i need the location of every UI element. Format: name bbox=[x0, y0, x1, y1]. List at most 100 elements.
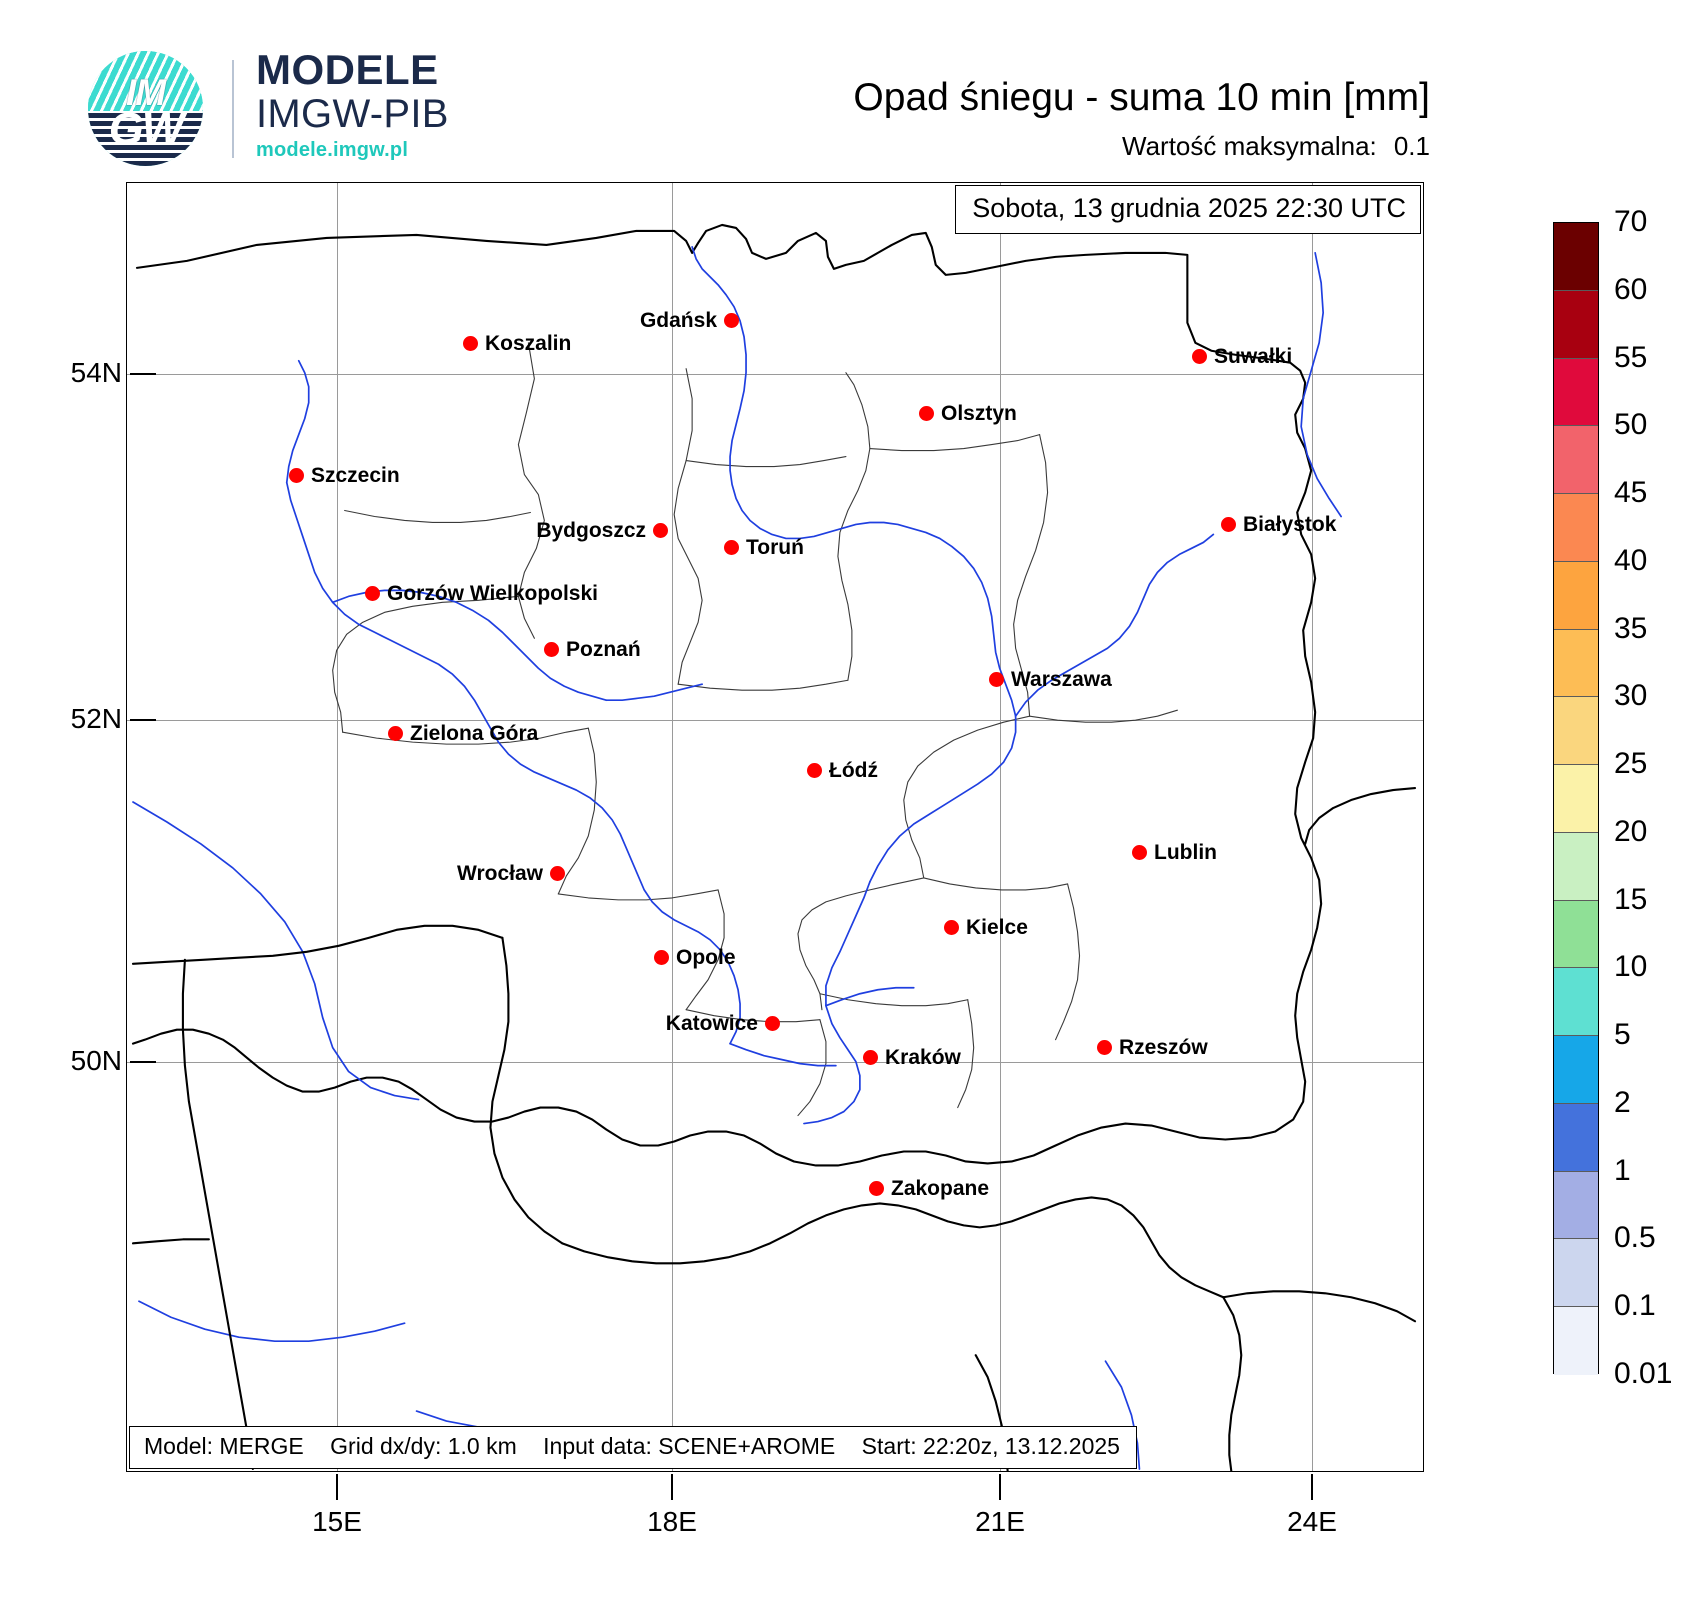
colorbar-tick-label: 45 bbox=[1614, 476, 1648, 510]
city-marker[interactable]: Katowice bbox=[380, 1013, 780, 1034]
colorbar-band bbox=[1554, 968, 1598, 1036]
wordmark-modele: MODELE bbox=[256, 46, 439, 93]
colorbar-tick-label: 60 bbox=[1614, 272, 1648, 306]
lon-label-21e: 21E bbox=[975, 1506, 1025, 1537]
city-dot-icon bbox=[388, 726, 403, 741]
city-label: Bydgoszcz bbox=[536, 519, 646, 542]
gridline-lat-52 bbox=[127, 720, 1423, 721]
start-time: Start: 22:20z, 13.12.2025 bbox=[861, 1433, 1120, 1459]
city-label: Poznań bbox=[566, 638, 641, 661]
colorbar-band bbox=[1554, 1307, 1598, 1375]
colorbar-tick-label: 10 bbox=[1614, 950, 1648, 984]
lat-tick-50n bbox=[130, 1061, 156, 1063]
wordmark-imgw-pib: IMGW-PIB bbox=[256, 91, 449, 136]
city-marker[interactable]: Łódź bbox=[807, 760, 878, 781]
city-label: Suwałki bbox=[1214, 345, 1293, 368]
lat-tick-54n bbox=[130, 373, 156, 375]
city-dot-icon bbox=[544, 642, 559, 657]
city-marker[interactable]: Toruń bbox=[724, 537, 804, 558]
gridline-lat-50 bbox=[127, 1062, 1423, 1063]
colorbar-band bbox=[1554, 494, 1598, 562]
colorbar-tick-label: 25 bbox=[1614, 747, 1648, 781]
colorbar-tick-label: 5 bbox=[1614, 1018, 1631, 1052]
city-label: Toruń bbox=[746, 536, 804, 559]
grid-resolution: Grid dx/dy: 1.0 km bbox=[330, 1433, 517, 1459]
colorbar-tick-label: 15 bbox=[1614, 882, 1648, 916]
colorbar-tick-label: 70 bbox=[1614, 205, 1648, 238]
city-label: Rzeszów bbox=[1119, 1036, 1208, 1059]
brand-wordmark: MODELE IMGW-PIB modele.imgw.pl bbox=[256, 46, 449, 162]
colorbar-tick-label: 1 bbox=[1614, 1153, 1631, 1187]
city-marker[interactable]: Zakopane bbox=[869, 1178, 989, 1199]
city-dot-icon bbox=[365, 586, 380, 601]
neighbour-borders bbox=[131, 787, 1417, 1471]
city-marker[interactable]: Zielona Góra bbox=[388, 723, 538, 744]
city-marker[interactable]: Opole bbox=[654, 947, 736, 968]
city-marker[interactable]: Wrocław bbox=[165, 863, 565, 884]
city-marker[interactable]: Białystok bbox=[1221, 514, 1336, 535]
colorbar-band bbox=[1554, 765, 1598, 833]
city-dot-icon bbox=[289, 468, 304, 483]
brand-header: IM GW MODELE IMGW-PIB modele.imgw.pl bbox=[88, 46, 528, 168]
max-value-number: 0.1 bbox=[1393, 131, 1430, 161]
city-dot-icon bbox=[863, 1050, 878, 1065]
city-label: Kraków bbox=[885, 1046, 961, 1069]
lon-tick-21e bbox=[999, 1474, 1001, 1500]
city-label: Gdańsk bbox=[639, 309, 717, 332]
model-name: Model: MERGE bbox=[144, 1433, 304, 1459]
input-data: Input data: SCENE+AROME bbox=[543, 1433, 836, 1459]
city-marker[interactable]: Bydgoszcz bbox=[268, 520, 668, 541]
city-marker[interactable]: Poznań bbox=[544, 639, 641, 660]
city-marker[interactable]: Kielce bbox=[944, 917, 1028, 938]
logo-stripes-bottom bbox=[88, 110, 203, 166]
map-panel[interactable]: Sobota, 13 grudnia 2025 22:30 UTC Model:… bbox=[126, 182, 1424, 1472]
colorbar-tick-label: 40 bbox=[1614, 543, 1648, 577]
colorbar-band bbox=[1554, 426, 1598, 494]
city-dot-icon bbox=[1132, 845, 1147, 860]
city-label: Warszawa bbox=[1011, 668, 1112, 691]
colorbar-tick-label: 0.5 bbox=[1614, 1221, 1656, 1255]
lon-tick-24e bbox=[1311, 1474, 1313, 1500]
city-dot-icon bbox=[1221, 517, 1236, 532]
max-value-label: Wartość maksymalna: bbox=[1122, 131, 1377, 161]
gridline-lon-15 bbox=[337, 183, 338, 1471]
city-marker[interactable]: Lublin bbox=[1132, 842, 1217, 863]
city-dot-icon bbox=[919, 406, 934, 421]
city-marker[interactable]: Szczecin bbox=[289, 465, 400, 486]
city-marker[interactable]: Rzeszów bbox=[1097, 1037, 1208, 1058]
colorbar-tick-label: 55 bbox=[1614, 340, 1648, 374]
lat-label-54n: 54N bbox=[70, 357, 122, 388]
lat-label-52n: 52N bbox=[70, 703, 122, 734]
rivers-layer bbox=[132, 246, 1342, 1470]
lat-tick-52n bbox=[130, 719, 156, 721]
city-label: Gorzów Wielkopolski bbox=[387, 582, 599, 605]
timestamp-box: Sobota, 13 grudnia 2025 22:30 UTC bbox=[955, 185, 1421, 234]
wordmark-site-url[interactable]: modele.imgw.pl bbox=[256, 138, 409, 161]
city-dot-icon bbox=[724, 313, 739, 328]
colorbar-tick-label: 0.1 bbox=[1614, 1289, 1656, 1323]
city-label: Łódź bbox=[829, 759, 878, 782]
voivodeship-boundaries bbox=[332, 342, 1178, 1117]
city-marker[interactable]: Koszalin bbox=[463, 333, 571, 354]
city-label: Katowice bbox=[665, 1012, 758, 1035]
colorbar-band bbox=[1554, 223, 1598, 291]
city-dot-icon bbox=[944, 920, 959, 935]
city-dot-icon bbox=[654, 950, 669, 965]
colorbar-tick-label: 30 bbox=[1614, 679, 1648, 713]
city-marker[interactable]: Gdańsk bbox=[339, 310, 739, 331]
colorbar-band bbox=[1554, 1103, 1598, 1172]
lat-label-50n: 50N bbox=[70, 1045, 122, 1076]
city-marker[interactable]: Gorzów Wielkopolski bbox=[365, 583, 598, 604]
city-marker[interactable]: Warszawa bbox=[989, 669, 1112, 690]
city-label: Koszalin bbox=[485, 332, 572, 355]
city-dot-icon bbox=[463, 336, 478, 351]
gridline-lat-54 bbox=[127, 374, 1423, 375]
poland-outline bbox=[289, 307, 1234, 1088]
city-marker[interactable]: Olsztyn bbox=[919, 403, 1017, 424]
lon-tick-15e bbox=[336, 1474, 338, 1500]
colorbar-band bbox=[1554, 1036, 1598, 1104]
city-marker[interactable]: Kraków bbox=[863, 1047, 961, 1068]
city-dot-icon bbox=[653, 523, 668, 538]
city-marker[interactable]: Suwałki bbox=[1192, 346, 1292, 367]
colorbar-band bbox=[1554, 697, 1598, 765]
